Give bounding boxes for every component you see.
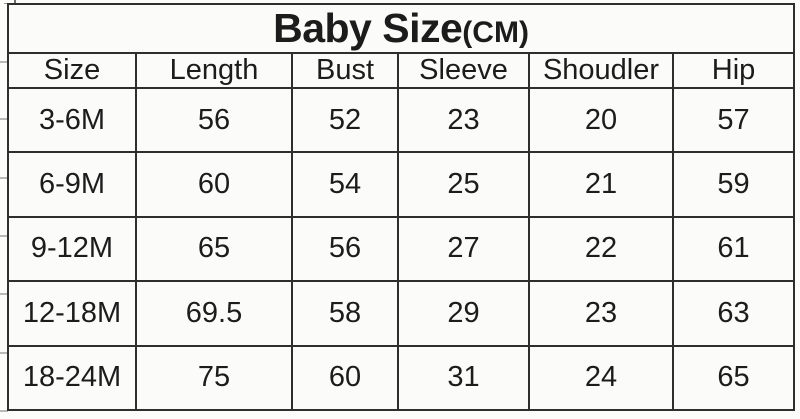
table-title-text: Baby Size [273,5,463,51]
left-gridline-tick [0,352,8,354]
table-row-12-18m: 12-18M 69.5 58 29 23 63 [7,280,796,347]
sleeve-cell: 29 [397,280,530,347]
table-header-row: Size Length Bust Sleeve Shoudler Hip [7,52,796,89]
table-row-9-12m: 9-12M 65 56 27 22 61 [7,215,796,283]
left-gridline-tick [0,177,8,179]
size-cell: 3-6M [7,86,137,154]
hip-cell: 61 [671,215,796,283]
hip-cell: 63 [671,280,796,347]
bust-cell: 52 [291,86,399,154]
table-row-18-24m: 18-24M 75 60 31 24 65 [7,344,796,412]
bust-cell: 56 [291,215,399,283]
table-row-6-9m: 6-9M 60 54 25 21 59 [7,151,796,218]
table-title-row: Baby Size(CM) [6,3,796,54]
column-header-hip: Hip [671,52,796,89]
column-header-bust: Bust [291,52,399,89]
column-header-shoulder: Shoudler [528,52,674,89]
shoulder-cell: 20 [528,86,674,154]
bust-cell: 54 [291,151,399,218]
column-header-sleeve: Sleeve [397,52,530,89]
size-cell: 6-9M [7,151,137,218]
table-title: Baby Size(CM) [6,3,796,54]
sleeve-cell: 31 [397,344,530,412]
left-gridline-tick [0,118,8,120]
length-cell: 56 [135,86,293,154]
column-header-size: Size [7,52,137,89]
length-cell: 60 [135,151,293,218]
left-gridline-tick [0,235,8,237]
size-cell: 9-12M [7,215,137,283]
bust-cell: 58 [291,280,399,347]
size-cell: 18-24M [7,344,137,412]
sleeve-cell: 23 [397,86,530,154]
left-gridline-tick [0,293,8,295]
bust-cell: 60 [291,344,399,412]
table-title-unit: (CM) [462,16,529,49]
left-gridline-tick [0,410,8,412]
length-cell: 75 [135,344,293,412]
shoulder-cell: 23 [528,280,674,347]
hip-cell: 65 [671,344,796,412]
left-gridline-tick [0,61,8,63]
hip-cell: 59 [671,151,796,218]
sleeve-cell: 27 [397,215,530,283]
shoulder-cell: 24 [528,344,674,412]
hip-cell: 57 [671,86,796,154]
baby-size-table: Baby Size(CM) Size Length Bust Sleeve Sh… [6,3,796,412]
sleeve-cell: 25 [397,151,530,218]
shoulder-cell: 21 [528,151,674,218]
length-cell: 65 [135,215,293,283]
column-header-length: Length [135,52,293,89]
size-cell: 12-18M [7,280,137,347]
table-row-3-6m: 3-6M 56 52 23 20 57 [7,86,796,154]
shoulder-cell: 22 [528,215,674,283]
length-cell: 69.5 [135,280,293,347]
